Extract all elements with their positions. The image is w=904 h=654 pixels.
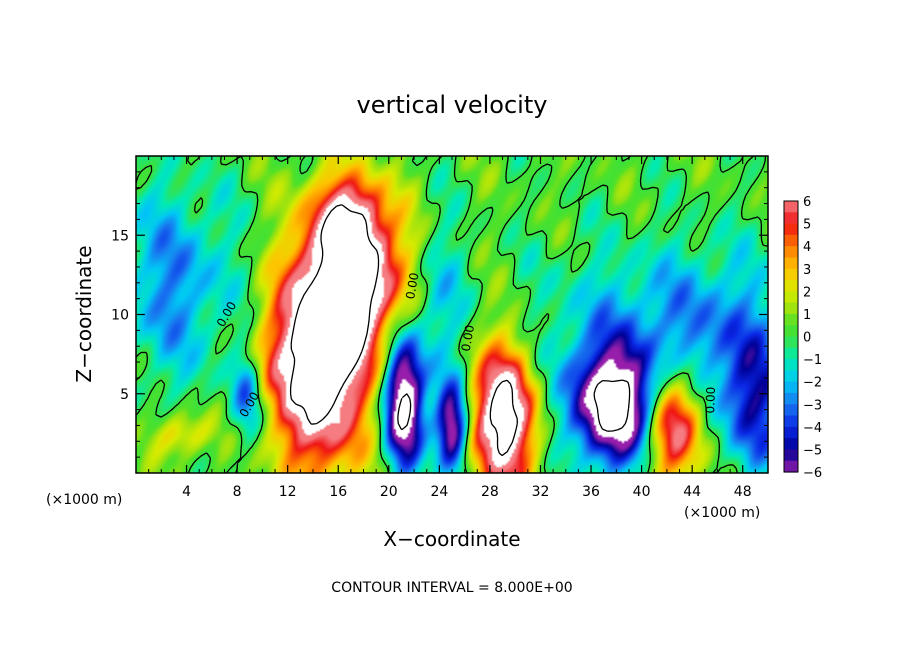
- colorbar-swatch: [784, 302, 798, 315]
- plot-area: 0.000.000.000.000.00: [135, 155, 769, 474]
- colorbar-labels: 6 5 4 3 2 1 0 −1 −2 −3 −4 −5 −6: [803, 195, 822, 481]
- contour-zero: [136, 156, 768, 473]
- contour-positive: [289, 204, 518, 457]
- colorbar-swatch: [784, 257, 798, 270]
- colorbar-label-3: 3: [803, 263, 811, 278]
- colorbar-label-4: 2: [803, 285, 811, 300]
- x-tick-label-24: 24: [430, 484, 448, 500]
- colorbar-swatch: [784, 291, 798, 304]
- colorbar-swatch: [784, 223, 798, 236]
- colorbar-label-1: 5: [803, 218, 811, 233]
- x-tick-label-28: 28: [481, 484, 499, 500]
- colorbar-label-7: −1: [803, 353, 822, 368]
- colorbar-swatch: [784, 438, 798, 451]
- x-tick-label-4: 4: [182, 484, 191, 500]
- colorbar: 6 5 4 3 2 1 0 −1 −2 −3 −4 −5 −6: [783, 195, 822, 481]
- colorbar-swatch: [784, 325, 798, 338]
- x-tick-label-16: 16: [329, 484, 347, 500]
- contour-lines: [136, 156, 768, 473]
- colorbar-swatch: [784, 381, 798, 394]
- colorbar-swatch: [784, 336, 798, 349]
- x-axis-label: X−coordinate: [383, 527, 520, 551]
- colorbar-label-11: −5: [803, 443, 822, 458]
- colorbar-label-9: −3: [803, 398, 822, 413]
- colorbar-frame: [783, 200, 799, 473]
- colorbar-swatch: [784, 234, 798, 247]
- y-axis-ticks: 5 10 15: [111, 171, 768, 458]
- y-axis-label: Z−coordinate: [72, 245, 96, 382]
- x-tick-label-36: 36: [582, 484, 600, 500]
- colorbar-label-12: −6: [803, 466, 822, 481]
- colorbar-swatch: [784, 212, 798, 225]
- colorbar-label-10: −4: [803, 421, 822, 436]
- y-tick-label-5: 5: [120, 387, 129, 403]
- colorbar-swatch: [784, 415, 798, 428]
- x-tick-label-40: 40: [633, 484, 651, 500]
- x-tick-label-32: 32: [532, 484, 550, 500]
- colorbar-swatch: [784, 370, 798, 383]
- contour-label-3: 0.00: [459, 324, 477, 353]
- chart-title: vertical velocity: [357, 91, 548, 119]
- colorbar-swatch: [784, 347, 798, 360]
- colorbar-swatch: [784, 246, 798, 259]
- x-tick-label-48: 48: [734, 484, 752, 500]
- colorbar-swatch: [784, 392, 798, 405]
- heatmap-image: [136, 156, 768, 473]
- colorbar-swatch: [784, 313, 798, 326]
- x-tick-label-12: 12: [279, 484, 297, 500]
- colorbar-label-8: −2: [803, 376, 822, 391]
- contour-label-4: 0.00: [703, 386, 718, 413]
- colorbar-swatch: [784, 449, 798, 462]
- y-tick-label-10: 10: [111, 308, 129, 324]
- x-axis-ticks: 4 8 12 16 20 24 28 32 36 40 44 48: [148, 156, 756, 500]
- colorbar-label-2: 4: [803, 240, 811, 255]
- colorbar-swatch: [784, 359, 798, 371]
- colorbar-label-0: 6: [803, 195, 811, 210]
- x-unit-label-left: (×1000 m): [46, 492, 122, 508]
- x-tick-label-8: 8: [233, 484, 242, 500]
- colorbar-swatch: [784, 201, 798, 213]
- colorbar-swatch: [784, 268, 798, 281]
- y-tick-label-15: 15: [111, 228, 129, 244]
- colorbar-swatch: [784, 404, 798, 417]
- colorbar-swatch: [784, 280, 798, 292]
- x-tick-label-20: 20: [380, 484, 398, 500]
- contour-negative: [397, 379, 631, 432]
- colorbar-swatch: [784, 426, 798, 439]
- colorbar-label-5: 1: [803, 308, 811, 323]
- colorbar-swatches: [784, 201, 798, 473]
- colorbar-label-6: 0: [803, 331, 811, 346]
- contour-label-2: 0.00: [403, 272, 421, 301]
- x-tick-label-44: 44: [683, 484, 701, 500]
- x-unit-label-right: (×1000 m): [684, 505, 760, 521]
- colorbar-swatch: [784, 460, 798, 473]
- contour-interval-note: CONTOUR INTERVAL = 8.000E+00: [331, 580, 572, 596]
